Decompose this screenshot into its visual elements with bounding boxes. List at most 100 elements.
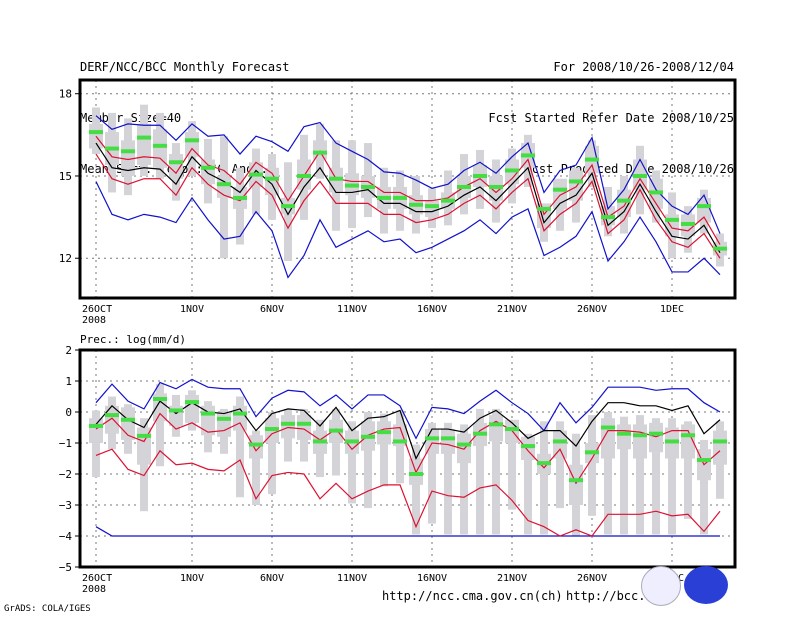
ensemble-range-bar [668,418,676,535]
x-tick-label: 26OCT [82,573,112,584]
lower-outer-line [95,526,720,537]
ensemble-range-bar [92,410,100,478]
ensemble-range-bar [428,422,436,524]
y-tick-label: 2 [65,344,72,357]
median-marker [681,433,695,438]
y-tick-label: −2 [59,468,72,481]
ensemble-iqr-bar [617,424,631,450]
y-tick-label: −5 [59,561,72,574]
median-marker [393,195,407,200]
bcc-url[interactable]: http://bcc. [566,589,646,603]
ensemble-range-bar [652,418,660,535]
y-tick-label: 18 [59,88,72,101]
ensemble-range-bar [556,421,564,509]
median-marker [505,427,519,432]
x-tick-label: 11NOV [337,304,367,315]
x-tick-label: 26OCT [82,304,112,315]
ensemble-iqr-bar [137,123,151,166]
x-tick-label: 21NOV [497,573,527,584]
y-tick-label: 15 [59,170,72,183]
median-marker [201,165,215,170]
median-marker [585,450,599,455]
ensemble-iqr-bar [681,424,695,459]
median-marker [265,176,279,181]
ensemble-iqr-bar [265,167,279,196]
bcc-logo [641,566,681,606]
median-marker [585,157,599,162]
median-marker [409,202,423,207]
median-marker [457,184,471,189]
median-marker [313,439,327,444]
ensemble-range-bar [268,412,276,495]
median-marker [633,173,647,178]
ensemble-iqr-bar [217,412,231,437]
median-marker [185,400,199,405]
x-tick-label: 6NOV [260,304,284,315]
ensemble-iqr-bar [281,415,295,439]
median-marker [521,153,535,158]
ensemble-iqr-bar [665,214,679,237]
ensemble-range-bar [492,408,500,535]
median-marker [233,411,247,416]
ensemble-iqr-bar [89,418,103,443]
ensemble-range-bar [348,421,356,504]
ensemble-range-bar [700,439,708,535]
x-tick-label: 16NOV [417,304,447,315]
y-tick-label: −3 [59,499,72,512]
upper-outer-line [95,378,721,440]
ensemble-iqr-bar [713,430,727,465]
y-tick-label: 12 [59,252,72,265]
median-marker [457,442,471,447]
upper-inner-line [95,412,721,485]
ensemble-iqr-bar [105,405,119,434]
ensemble-iqr-bar [649,422,663,453]
ensemble-iqr-bar [617,189,631,218]
median-marker [649,190,663,195]
median-marker [169,408,183,413]
plot-frame [78,78,737,300]
median-marker [137,135,151,140]
panel-title: Prec.: log(mm/d) [80,333,186,346]
ensemble-range-bar [636,415,644,535]
median-marker [153,143,167,148]
median-marker [537,461,551,466]
median-marker [377,430,391,435]
median-marker [617,198,631,203]
median-marker [297,421,311,426]
ensemble-iqr-bar [313,140,327,160]
ensemble-iqr-bar [201,159,215,185]
median-marker [329,176,343,181]
median-marker [345,439,359,444]
median-marker [553,439,567,444]
ensemble-iqr-bar [569,464,583,505]
median-marker [617,431,631,436]
ensemble-range-bar [156,384,164,467]
ensemble-range-bar [620,416,628,535]
median-marker [169,160,183,165]
median-marker [441,198,455,203]
grads-credit: GrADS: COLA/IGES [4,604,91,614]
ensemble-mean-line [95,142,721,254]
ensemble-iqr-bar [569,170,583,201]
median-marker [249,442,263,447]
median-marker [713,439,727,444]
ensemble-iqr-bar [121,140,135,176]
median-marker [633,433,647,438]
median-marker [649,431,663,436]
median-marker [569,478,583,483]
median-marker [425,436,439,441]
ensemble-iqr-bar [249,435,263,459]
median-marker [505,168,519,173]
ensemble-range-bar [444,422,452,535]
ensemble-iqr-bar [425,429,439,454]
x-tick-label: 1NOV [180,304,204,315]
ensemble-iqr-bar [553,178,567,209]
plot-frame [78,348,737,569]
median-marker [89,130,103,135]
x-tick-label: 26NOV [577,573,607,584]
x-tick-label: 2008 [82,315,106,326]
ensemble-range-bar [396,410,404,484]
ncc-url[interactable]: http://ncc.cma.gov.cn(ch) [382,589,563,603]
median-marker [425,204,439,209]
